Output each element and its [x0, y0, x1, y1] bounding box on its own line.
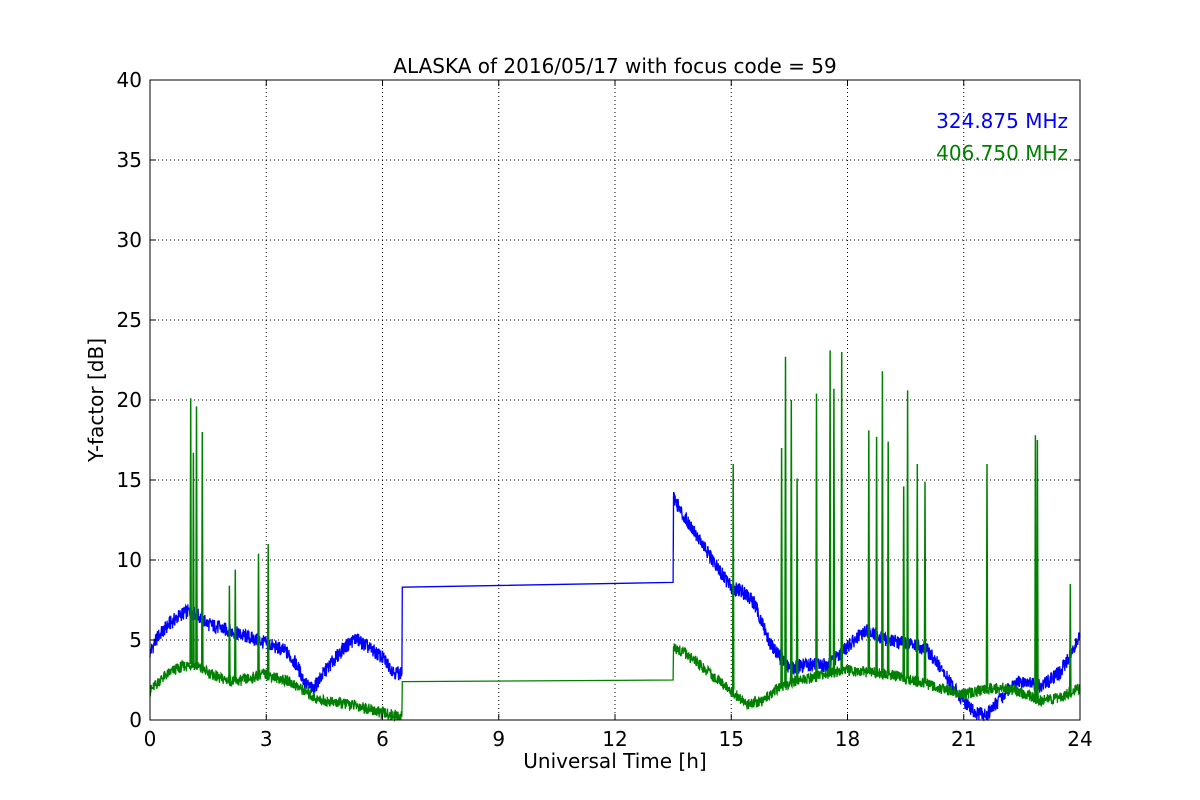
spike-mark — [200, 431, 204, 669]
spike-mark — [828, 350, 832, 676]
spike-mark — [985, 463, 989, 690]
y-tick-label: 40 — [117, 68, 142, 92]
spike-mark — [832, 388, 836, 674]
y-tick-label: 25 — [117, 308, 142, 332]
x-tick-label: 21 — [951, 727, 976, 751]
spike-mark — [815, 393, 818, 679]
y-tick-label: 0 — [129, 708, 142, 732]
y-tick-label: 30 — [117, 228, 142, 252]
series-line-324 — [149, 491, 1081, 722]
plot-area: 0 3 6 9 12 15 18 21 24 0 5 10 15 20 25 30 35 40 — [117, 68, 1093, 751]
y-tick-label: 20 — [117, 388, 142, 412]
spike-mark — [867, 430, 871, 673]
spike-mark — [731, 463, 735, 690]
spike-mark — [902, 486, 906, 677]
x-tick-label: 15 — [719, 727, 744, 751]
y-axis-label: Y-factor [dB] — [84, 338, 108, 463]
x-tick-label: 24 — [1067, 727, 1092, 751]
series-line-406 — [149, 643, 1081, 723]
spike-mark — [189, 398, 193, 665]
y-tick-label: 5 — [129, 628, 142, 652]
spike-mark — [923, 481, 927, 682]
spike-mark — [906, 390, 909, 677]
x-tick-label: 18 — [835, 727, 860, 751]
x-axis-label: Universal Time [h] — [523, 749, 706, 773]
spike-mark — [915, 463, 919, 681]
spike-mark — [195, 406, 198, 668]
spike-mark — [840, 351, 844, 673]
spike-mark — [789, 399, 793, 684]
spike-mark — [266, 543, 270, 676]
spike-mark — [228, 585, 231, 681]
legend-label-324: 324.875 MHz — [936, 109, 1068, 133]
spike-mark — [192, 452, 195, 666]
spike-mark — [1036, 439, 1039, 698]
legend-label-406: 406.750 MHz — [936, 141, 1068, 165]
legend: 324.875 MHz 406.750 MHz — [936, 109, 1068, 165]
spike-mark — [875, 436, 878, 673]
spike-mark — [233, 569, 237, 682]
y-tick-label: 10 — [117, 548, 142, 572]
x-tick-label: 0 — [144, 727, 157, 751]
x-tick-label: 6 — [376, 727, 389, 751]
y-tick-label: 35 — [117, 148, 142, 172]
spike-mark — [795, 478, 799, 684]
spike-mark — [1034, 435, 1037, 698]
chart-title: ALASKA of 2016/05/17 with focus code = 5… — [393, 54, 836, 78]
spike-mark — [780, 447, 783, 687]
x-tick-label: 12 — [602, 727, 627, 751]
spike-mark — [784, 356, 787, 685]
spike-mark — [257, 553, 260, 676]
y-tick-label: 15 — [117, 468, 142, 492]
spike-mark — [881, 371, 884, 674]
spike-mark — [886, 441, 890, 674]
spike-mark — [1068, 583, 1072, 695]
x-tick-label: 3 — [260, 727, 273, 751]
x-tick-label: 9 — [492, 727, 505, 751]
